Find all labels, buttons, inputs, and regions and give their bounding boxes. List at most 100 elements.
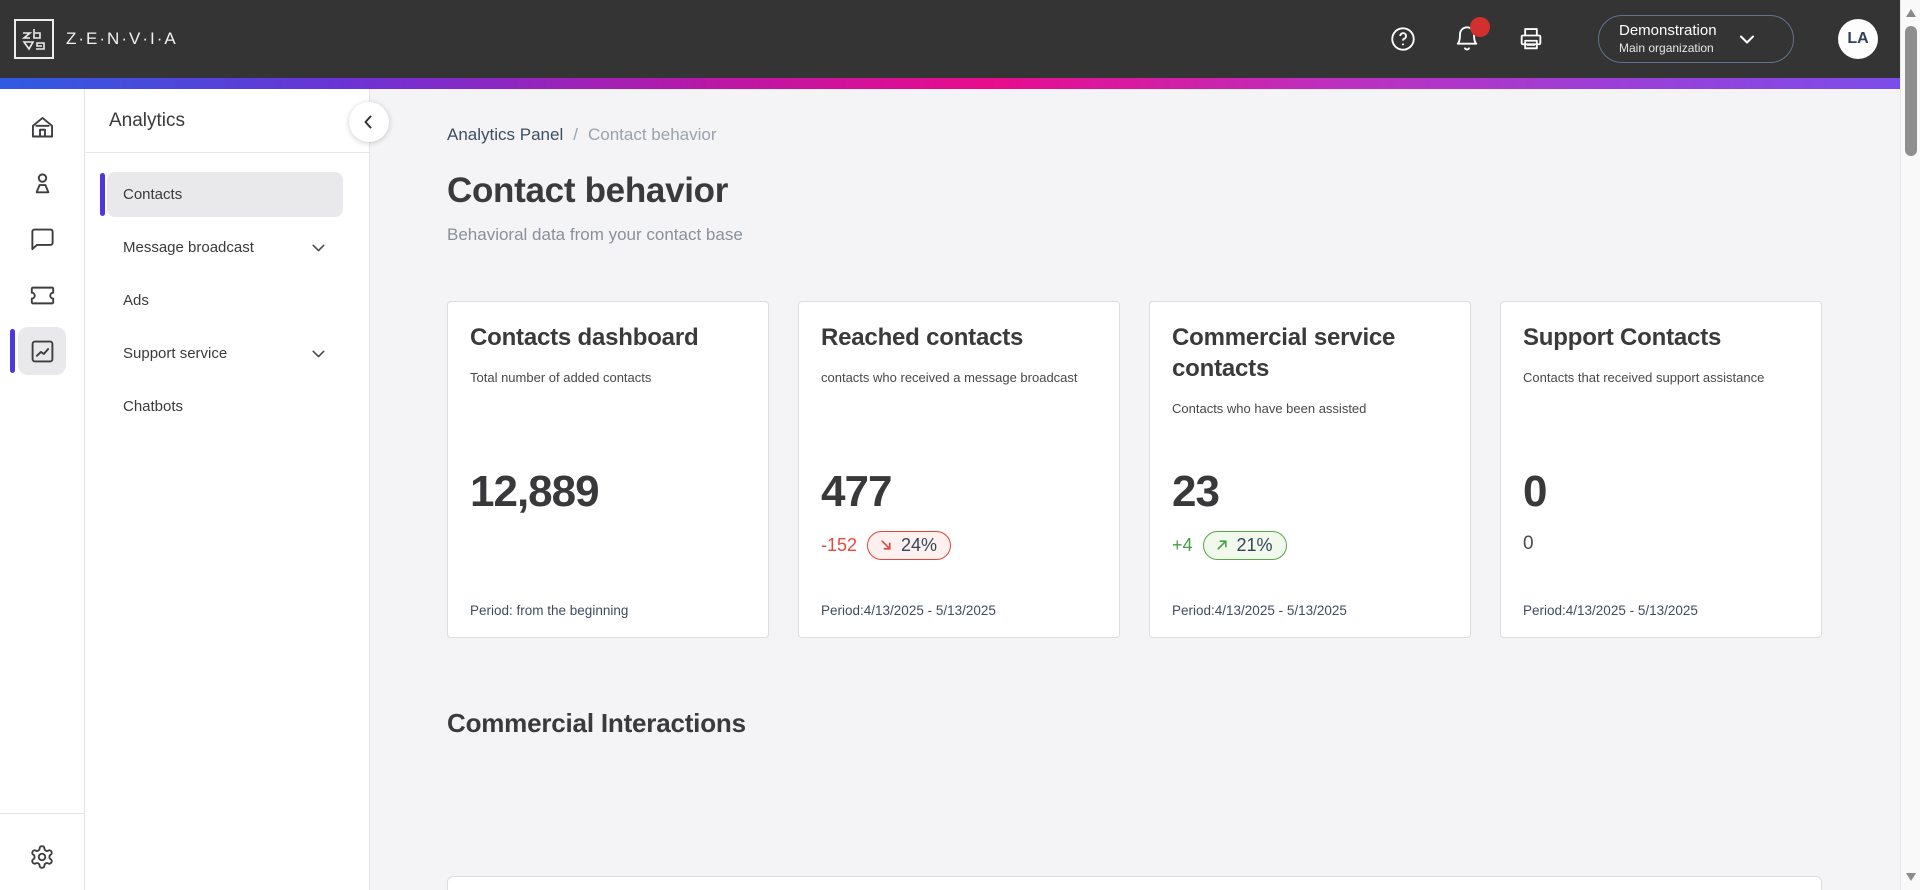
breadcrumb-current: Contact behavior (587, 125, 717, 144)
delta-percent: 24% (901, 534, 938, 555)
rail-item-contacts[interactable] (0, 155, 85, 211)
sidebar-collapse-button[interactable] (349, 102, 389, 142)
contacts-person-icon (35, 172, 49, 193)
help-button[interactable] (1388, 24, 1418, 54)
card-period: Period: from the beginning (470, 603, 629, 618)
sidebar-item-label: Ads (123, 292, 149, 309)
trend-badge-down: 24% (867, 530, 952, 560)
card-description: Total number of added contacts (470, 370, 652, 385)
card-period: Period:4/13/2025 - 5/13/2025 (1172, 603, 1347, 618)
rail-bottom-section (0, 813, 84, 890)
topbar: Z·E·N·V·I·A (0, 0, 1900, 78)
ticket-icon (30, 286, 54, 304)
analytics-sidebar: Analytics Contacts Message broadcast (85, 89, 389, 890)
breadcrumb-separator: / (573, 125, 578, 144)
vertical-scrollbar[interactable] (1900, 0, 1920, 890)
card-period: Period:4/13/2025 - 5/13/2025 (1523, 603, 1698, 618)
section-heading-commercial-interactions: Commercial Interactions (447, 708, 746, 738)
card-title: Commercial service contacts (1172, 324, 1396, 382)
organization-names: Demonstration Main organization (1619, 22, 1717, 56)
organization-type: Main organization (1619, 40, 1714, 55)
delta-value: -152 (821, 534, 858, 555)
settings-gear-icon (31, 845, 53, 869)
sidebar-menu: Contacts Message broadcast Ads Support s… (85, 153, 369, 429)
notification-badge (1470, 17, 1490, 37)
rail-item-settings[interactable] (0, 844, 84, 870)
user-avatar[interactable]: LA (1838, 19, 1878, 59)
bell-icon (1456, 26, 1478, 51)
card-delta-row: -152 24% (821, 529, 952, 561)
card-delta-row: +4 21% (1172, 529, 1287, 561)
rail-item-chat[interactable] (0, 211, 85, 267)
topbar-actions: Demonstration Main organization LA (1354, 15, 1878, 63)
chevron-down-icon (312, 350, 325, 358)
organization-name: Demonstration (1619, 22, 1717, 40)
active-rail-indicator (9, 329, 15, 373)
chat-bubble-icon (30, 228, 54, 250)
zenvia-logo: Z·E·N·V·I·A (14, 19, 178, 59)
card-contacts-dashboard: Contacts dashboard Total number of added… (447, 301, 769, 638)
sidebar-title: Analytics (109, 109, 186, 131)
print-button[interactable] (1516, 24, 1546, 54)
icon-rail (0, 89, 85, 890)
analytics-chart-icon (31, 340, 53, 362)
card-title: Contacts dashboard (470, 324, 699, 351)
main-content: Analytics Panel / Contact behavior Conta… (370, 89, 1900, 890)
trend-down-icon (881, 540, 891, 550)
trend-badge-up: 21% (1202, 530, 1287, 560)
commercial-interactions-panel (447, 876, 1822, 890)
rail-item-analytics[interactable] (0, 323, 85, 379)
sidebar-header: Analytics (85, 89, 369, 153)
sidebar-item-label: Contacts (123, 186, 183, 203)
card-value: 23 (1172, 467, 1220, 516)
stat-cards-row: Contacts dashboard Total number of added… (447, 301, 1900, 638)
delta-value: +4 (1172, 534, 1193, 555)
card-description: Contacts who have been assisted (1172, 401, 1367, 416)
page-title: Contact behavior (447, 171, 729, 210)
chevron-left-icon (364, 115, 372, 129)
card-commercial-service-contacts: Commercial service contacts Contacts who… (1149, 301, 1471, 638)
card-value: 477 (821, 467, 892, 516)
rail-item-tickets[interactable] (0, 267, 85, 323)
sidebar-item-ads[interactable]: Ads (107, 278, 343, 323)
rail-item-home[interactable] (0, 99, 85, 155)
sidebar-item-message-broadcast[interactable]: Message broadcast (107, 225, 343, 270)
card-title: Support Contacts (1523, 324, 1722, 351)
organization-selector[interactable]: Demonstration Main organization (1598, 15, 1794, 63)
zenvia-logo-text: Z·E·N·V·I·A (66, 29, 178, 48)
delta-percent: 21% (1236, 534, 1273, 555)
card-description: Contacts that received support assistanc… (1523, 370, 1765, 385)
sidebar-item-label: Message broadcast (123, 239, 254, 256)
brand-gradient-bar (0, 78, 1900, 89)
card-period: Period:4/13/2025 - 5/13/2025 (821, 603, 996, 618)
help-icon (1391, 27, 1415, 51)
scrollbar-down-arrow[interactable] (1906, 873, 1916, 881)
trend-up-icon (1216, 540, 1227, 550)
sidebar-item-support-service[interactable]: Support service (107, 331, 343, 376)
card-reached-contacts: Reached contacts contacts who received a… (798, 301, 1120, 638)
card-support-contacts: Support Contacts Contacts that received … (1500, 301, 1822, 638)
active-rail-background (18, 327, 66, 375)
scrollbar-thumb[interactable] (1905, 26, 1917, 156)
zenvia-logo-icon (14, 19, 54, 59)
breadcrumb-analytics-panel[interactable]: Analytics Panel (447, 125, 564, 144)
scrollbar-up-arrow[interactable] (1906, 9, 1916, 17)
printer-icon (1520, 28, 1542, 50)
card-title: Reached contacts (821, 324, 1024, 351)
card-secondary-value: 0 (1523, 533, 1534, 554)
sidebar-item-label: Chatbots (123, 398, 184, 415)
card-description: contacts who received a message broadcas… (821, 370, 1078, 385)
chevron-down-icon (312, 244, 325, 252)
home-icon (31, 116, 53, 137)
page-subtitle: Behavioral data from your contact base (447, 225, 743, 244)
sidebar-item-chatbots[interactable]: Chatbots (107, 384, 343, 429)
card-value: 12,889 (470, 467, 600, 516)
notifications-button[interactable] (1452, 17, 1490, 54)
sidebar-item-label: Support service (123, 345, 228, 362)
card-value: 0 (1523, 467, 1548, 516)
sidebar-item-contacts[interactable]: Contacts (100, 172, 343, 217)
chevron-down-icon (1739, 35, 1754, 44)
breadcrumb: Analytics Panel / Contact behavior (447, 125, 1900, 145)
